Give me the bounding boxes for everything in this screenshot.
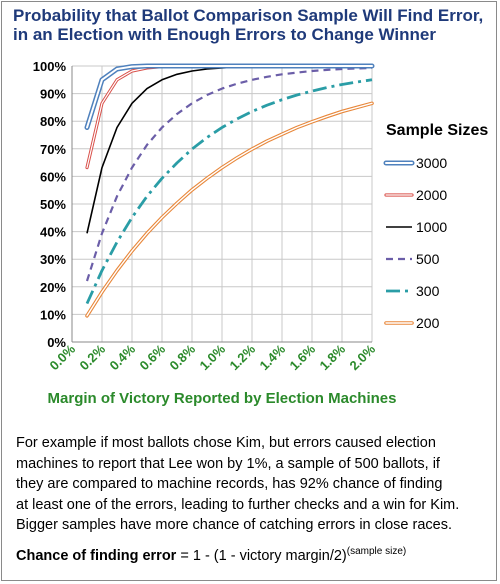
chart-title-line-2: in an Election with Enough Errors to Cha… bbox=[13, 25, 436, 44]
y-tick-label: 0% bbox=[47, 335, 66, 350]
x-tick-label: 0.4% bbox=[107, 341, 139, 373]
x-axis-label: Margin of Victory Reported by Election M… bbox=[47, 390, 397, 407]
series-line-3000-core bbox=[86, 65, 373, 129]
y-tick-label: 20% bbox=[40, 280, 66, 295]
legend-label-300: 300 bbox=[416, 283, 440, 299]
legend-label-500: 500 bbox=[416, 251, 440, 267]
series-1000 bbox=[86, 65, 372, 234]
x-tick-label: 1.2% bbox=[227, 341, 259, 373]
x-axis-ticks: 0.0%0.2%0.4%0.6%0.8%1.0%1.2%1.4%1.6%1.8%… bbox=[47, 341, 379, 373]
legend-item-300: 300 bbox=[386, 283, 440, 299]
legend-item-2000: 2000 bbox=[384, 187, 447, 203]
description-line-1: For example if most ballots chose Kim, b… bbox=[16, 435, 436, 451]
x-tick-label: 1.6% bbox=[287, 341, 319, 373]
x-tick-label: 1.4% bbox=[257, 341, 289, 373]
legend-label-3000: 3000 bbox=[416, 155, 447, 171]
x-tick-label: 2.0% bbox=[347, 341, 379, 373]
formula-exponent: (sample size) bbox=[346, 546, 407, 557]
legend: 3000 2000 1000 500 300 200 bbox=[383, 155, 447, 331]
x-tick-label: 0.8% bbox=[167, 341, 199, 373]
description-line-5: Bigger samples have more chance of catch… bbox=[16, 517, 453, 533]
legend-item-3000: 3000 bbox=[383, 155, 447, 171]
legend-item-200: 200 bbox=[384, 315, 440, 331]
y-tick-label: 10% bbox=[40, 307, 66, 322]
description: For example if most ballots chose Kim, b… bbox=[16, 433, 492, 536]
line-chart: 0% 10% 20% 30% 40% 50% 60% 70% 80% 90% 100% 0.0%0.… bbox=[33, 59, 448, 373]
series-line-200-outline bbox=[85, 101, 374, 318]
y-tick-label: 80% bbox=[40, 114, 66, 129]
x-tick-label: 1.8% bbox=[317, 341, 349, 373]
y-tick-label: 100% bbox=[33, 59, 67, 74]
legend-item-500: 500 bbox=[386, 251, 440, 267]
x-tick-label: 0.6% bbox=[137, 341, 169, 373]
series-lines bbox=[84, 63, 375, 318]
series-300 bbox=[85, 78, 373, 305]
series-line-300 bbox=[85, 78, 373, 305]
legend-label-2000: 2000 bbox=[416, 187, 447, 203]
y-tick-label: 50% bbox=[40, 197, 66, 212]
x-tick-label: 0.2% bbox=[77, 341, 109, 373]
y-axis-ticks: 0% 10% 20% 30% 40% 50% 60% 70% 80% 90% 100% bbox=[33, 59, 67, 350]
legend-item-1000: 1000 bbox=[386, 219, 447, 235]
formula-equals: = bbox=[180, 547, 189, 564]
y-tick-label: 70% bbox=[40, 142, 66, 157]
series-3000 bbox=[84, 63, 375, 130]
grid-lines bbox=[71, 65, 373, 343]
series-500 bbox=[85, 66, 373, 282]
y-tick-label: 40% bbox=[40, 225, 66, 240]
formula-expression: 1 - (1 - victory margin/2) bbox=[192, 547, 347, 564]
description-line-4: at least one of the errors, leading to f… bbox=[16, 496, 460, 513]
series-line-200-core bbox=[86, 102, 373, 317]
y-tick-label: 90% bbox=[40, 87, 66, 102]
y-tick-label: 30% bbox=[40, 252, 66, 267]
legend-label-1000: 1000 bbox=[416, 219, 447, 235]
y-tick-label: 60% bbox=[40, 169, 66, 184]
formula: Chance of finding error = 1 - (1 - victo… bbox=[16, 546, 406, 564]
legend-label-200: 200 bbox=[416, 315, 440, 331]
formula-label: Chance of finding error bbox=[16, 547, 177, 564]
description-line-3: they are compared to machine records, ha… bbox=[16, 476, 443, 492]
legend-title: Sample Sizes bbox=[386, 122, 489, 139]
chart-title: Probability that Ballot Comparison Sampl… bbox=[13, 6, 493, 44]
series-200 bbox=[85, 101, 374, 318]
description-line-2: machines to report that Lee won by 1%, a… bbox=[16, 455, 440, 472]
x-tick-label: 1.0% bbox=[197, 341, 229, 373]
series-line-500 bbox=[85, 66, 373, 282]
chart-title-line-1: Probability that Ballot Comparison Sampl… bbox=[13, 6, 484, 25]
series-line-1000 bbox=[86, 65, 372, 234]
series-line-3000-outline bbox=[84, 63, 375, 130]
